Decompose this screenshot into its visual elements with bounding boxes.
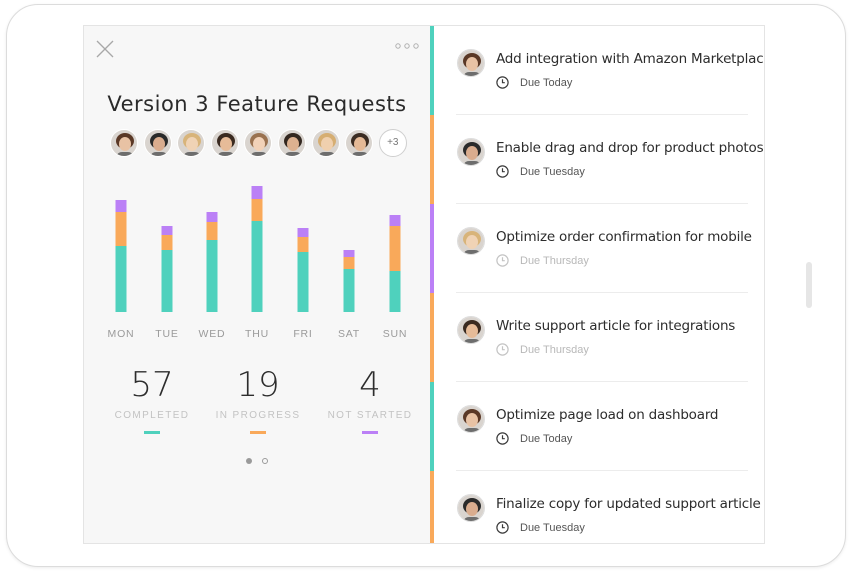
stat-color-bar [362,431,378,434]
task-status-strip [430,382,434,471]
task-status-strip [430,293,434,382]
stat-label: NOT STARTED [327,410,413,421]
bar-fri-segment-2 [297,237,309,252]
avatar[interactable] [278,129,306,157]
task-status-strip [430,26,434,115]
avatar[interactable] [177,129,206,157]
task-status-strip [430,471,434,543]
avatar[interactable] [143,129,172,157]
task-title: Finalize copy for updated support articl… [496,496,761,512]
due-date-label: Due Thursday [520,255,589,267]
due-date-label: Due Today [520,77,573,89]
task-item[interactable]: Optimize page load on dashboard Due Today [456,382,748,471]
clock-icon [496,165,509,178]
more-horizontal-icon[interactable] [395,42,419,50]
task-item[interactable]: Finalize copy for updated support articl… [456,471,761,543]
due-date-label: Due Tuesday [520,166,585,178]
task-list: Add integration with Amazon Marketplace D… [430,26,764,543]
status-summary: 57 COMPLETED 19 IN PROGRESS 4 NOT STARTED [84,364,430,444]
bar-mon-segment-2 [115,212,127,246]
stat-value: 4 [359,365,381,405]
task-title: Optimize page load on dashboard [496,407,719,423]
bar-mon-segment-3 [115,200,127,212]
page-dot[interactable] [262,458,268,464]
bar-thu-segment-3 [251,186,263,199]
task-item[interactable]: Optimize order confirmation for mobile Du… [456,204,752,293]
task-status-strip [430,204,434,293]
assignee-avatar[interactable] [457,405,485,433]
bar-tue-segment-3 [161,226,173,235]
assignee-avatar[interactable] [457,49,485,77]
assignee-avatar[interactable] [457,227,485,255]
bar-tue-segment-2 [161,235,173,250]
task-item[interactable]: Write support article for integrations Du… [456,293,748,382]
more-members-badge[interactable]: +3 [378,129,407,157]
bar-sat-segment-1 [343,269,355,312]
stacked-bar-chart [115,186,401,312]
weekly-requests-chart [84,176,430,346]
day-label: MON [107,328,135,340]
avatar[interactable] [345,129,374,157]
avatar[interactable] [311,129,340,157]
avatar[interactable] [244,129,273,157]
clock-icon [496,343,509,356]
due-date-label: Due Thursday [520,344,589,356]
close-icon[interactable] [96,40,114,58]
stat-color-bar [250,431,266,434]
stat-label: COMPLETED [114,410,190,421]
assignee-avatar[interactable] [457,138,485,166]
bar-fri-segment-1 [297,252,309,312]
clock-icon [496,76,509,89]
avatar[interactable] [210,129,239,157]
app-screen: Version 3 Feature Requests +3 MON TUE WED T… [83,25,765,544]
device-button [806,262,812,308]
assignee-avatar[interactable] [457,494,485,522]
bar-thu-segment-2 [251,199,263,221]
day-label: FRI [293,328,313,340]
stat-completed: 57 COMPLETED [97,364,207,434]
bar-sun-segment-3 [389,215,401,226]
day-label: WED [198,328,226,340]
task-title: Add integration with Amazon Marketplace [496,51,765,67]
bar-tue-segment-1 [161,250,173,312]
avatar[interactable] [110,129,138,157]
task-title: Optimize order confirmation for mobile [496,229,752,245]
bar-sat-segment-3 [343,250,355,257]
stat-not-started: 4 NOT STARTED [315,364,425,434]
chart-x-axis: MON TUE WED THU FRI SAT SUN [84,328,430,342]
project-overview-panel: Version 3 Feature Requests +3 MON TUE WED T… [84,26,430,543]
bar-wed-segment-2 [206,222,218,240]
task-item[interactable]: Enable drag and drop for product photos D… [456,115,764,204]
day-label: SUN [382,328,408,340]
clock-icon [496,432,509,445]
bar-mon-segment-1 [115,246,127,312]
stat-value: 57 [130,365,174,405]
day-label: TUE [155,328,179,340]
task-item[interactable]: Add integration with Amazon Marketplace D… [456,26,764,115]
due-date-label: Due Tuesday [520,522,585,534]
day-label: SAT [337,328,361,340]
task-status-strip [430,115,434,204]
task-title: Write support article for integrations [496,318,736,334]
bar-fri-segment-3 [297,228,309,237]
page-title: Version 3 Feature Requests [107,92,407,116]
task-title: Enable drag and drop for product photos [496,140,764,156]
stat-value: 19 [236,365,280,405]
due-date-label: Due Today [520,433,573,445]
stat-color-bar [144,431,160,434]
stat-in-progress: 19 IN PROGRESS [203,364,313,434]
bar-wed-segment-3 [206,212,218,222]
day-label: THU [245,328,269,340]
assignee-avatar[interactable] [457,316,485,344]
bar-thu-segment-1 [251,221,263,312]
page-dot[interactable] [246,458,252,464]
bar-sun-segment-1 [389,271,401,312]
bar-sat-segment-2 [343,257,355,269]
clock-icon [496,521,509,534]
clock-icon [496,254,509,267]
bar-sun-segment-2 [389,226,401,271]
bar-wed-segment-1 [206,240,218,312]
stat-label: IN PROGRESS [215,410,301,421]
